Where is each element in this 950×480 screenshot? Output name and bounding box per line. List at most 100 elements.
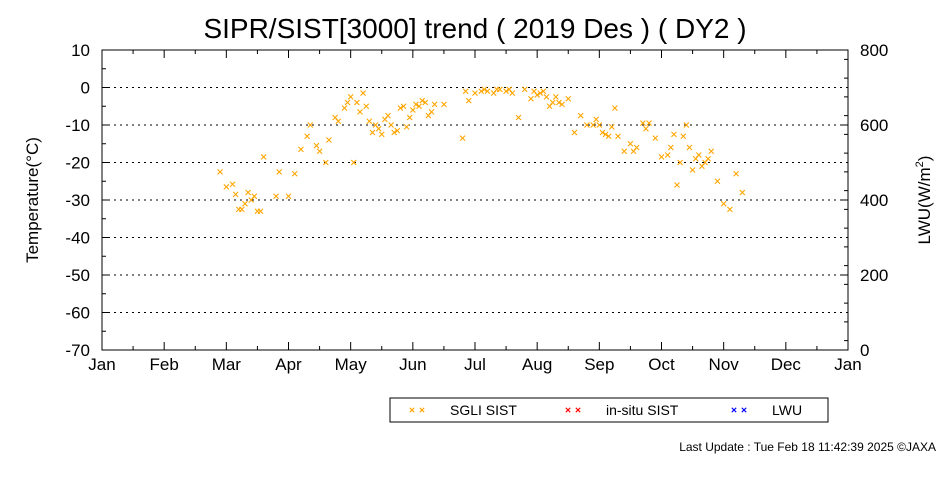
data-point <box>378 131 385 138</box>
x-tick-label: Jun <box>399 355 426 374</box>
legend-label: in-situ SIST <box>606 402 679 418</box>
y-tick-label: -40 <box>65 229 90 248</box>
data-point <box>565 95 572 102</box>
data-point <box>705 155 712 162</box>
y2-label-end: ) <box>915 156 934 162</box>
data-point <box>552 93 559 100</box>
x-tick-label: Apr <box>275 355 302 374</box>
data-point <box>643 125 649 132</box>
data-point <box>602 131 609 138</box>
grid-lines <box>102 87 848 313</box>
data-point <box>639 120 646 127</box>
data-point <box>605 133 612 140</box>
data-point <box>590 122 597 128</box>
data-point <box>422 99 429 106</box>
legend-label: LWU <box>772 402 802 418</box>
data-point <box>708 148 715 155</box>
chart-title: SIPR/SIST[3000] trend ( 2019 Des ) ( DY2… <box>203 13 746 44</box>
y-tick-label: 0 <box>81 79 90 98</box>
legend-marker <box>409 407 415 413</box>
x-tick-label: Jan <box>88 355 115 374</box>
data-point <box>326 137 332 143</box>
data-point <box>322 159 329 166</box>
data-point <box>515 114 522 121</box>
data-point <box>611 105 618 112</box>
data-point <box>689 167 696 173</box>
legend-marker <box>575 407 581 413</box>
data-point <box>720 200 727 207</box>
data-point <box>316 148 323 155</box>
data-point <box>260 153 267 160</box>
data-point <box>229 181 236 188</box>
data-point <box>388 122 394 128</box>
data-point <box>360 90 366 97</box>
data-point <box>353 99 360 106</box>
data-point <box>571 129 578 136</box>
data-point <box>251 193 258 200</box>
y-tick-label: -70 <box>65 341 90 360</box>
data-point <box>335 118 342 125</box>
data-point <box>627 140 634 147</box>
x-tick-label: Feb <box>150 355 179 374</box>
data-point <box>733 170 739 177</box>
data-point <box>596 122 603 128</box>
data-point <box>496 86 503 93</box>
y-tick-label: -10 <box>65 116 90 135</box>
data-point <box>559 101 565 108</box>
data-point <box>695 152 702 158</box>
data-point <box>394 127 401 134</box>
x-tick-label: Dec <box>771 355 802 374</box>
x-tick-label: Aug <box>522 355 552 374</box>
y2-tick-label: 400 <box>860 191 888 210</box>
data-point <box>459 135 466 142</box>
data-point <box>344 99 351 106</box>
x-tick-label: Mar <box>212 355 242 374</box>
data-point <box>298 146 304 153</box>
y2-tick-label: 800 <box>860 41 888 60</box>
data-point <box>273 193 279 200</box>
data-point <box>503 88 509 95</box>
data-point <box>481 86 488 93</box>
x-tick-label: Sep <box>584 355 614 374</box>
data-point <box>484 88 491 95</box>
data-points <box>217 86 746 215</box>
data-point <box>549 99 556 106</box>
data-point <box>472 90 478 97</box>
y-tick-label: 10 <box>71 41 90 60</box>
data-point <box>726 206 733 213</box>
data-point <box>217 168 224 175</box>
data-point <box>509 90 516 97</box>
data-point <box>419 97 426 104</box>
data-point <box>413 101 419 108</box>
data-point <box>615 133 621 140</box>
legend-marker <box>741 407 747 413</box>
y-tick-label: -20 <box>65 154 90 173</box>
data-point <box>537 90 544 97</box>
data-point <box>593 116 600 123</box>
data-point <box>341 105 348 112</box>
x-tick-label: Jul <box>464 355 486 374</box>
data-point <box>441 101 447 108</box>
data-point <box>521 86 528 93</box>
data-point <box>285 193 292 200</box>
data-point <box>577 112 584 119</box>
y2-tick-labels: 800 600 400 200 0 <box>860 41 888 360</box>
data-point <box>540 88 547 95</box>
data-point <box>403 123 410 130</box>
data-point <box>621 148 628 155</box>
y2-tick-label: 600 <box>860 116 888 135</box>
y-tick-label: -30 <box>65 191 90 210</box>
x-tick-labels: Jan Feb Mar Apr May Jun Jul Aug Sep Oct Nov Dec Jan <box>88 355 861 374</box>
data-point <box>652 135 659 142</box>
data-point <box>428 108 435 115</box>
x-tick-label: Nov <box>709 355 740 374</box>
legend-marker <box>731 407 737 413</box>
data-point <box>599 129 606 136</box>
data-point <box>465 97 472 104</box>
data-point <box>646 120 652 127</box>
data-point <box>633 144 640 151</box>
data-point <box>375 125 382 132</box>
data-point <box>534 92 541 98</box>
y2-axis-label: LWU(W/m2) <box>914 156 934 245</box>
data-point <box>232 191 239 198</box>
